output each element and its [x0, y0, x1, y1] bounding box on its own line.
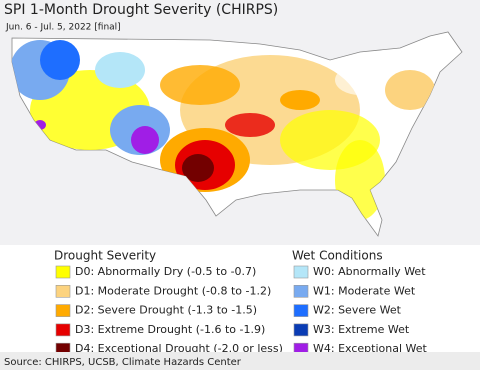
- map: [0, 0, 480, 245]
- legend-title: Drought Severity: [54, 249, 156, 263]
- legend-title: Wet Conditions: [292, 249, 383, 263]
- legend-label: W4: Exceptional Wet: [313, 342, 428, 355]
- legend-label: D2: Severe Drought (-1.3 to -1.5): [75, 304, 257, 317]
- legend-label: W1: Moderate Wet: [313, 284, 416, 297]
- legend-swatch: [293, 284, 309, 298]
- title: SPI 1-Month Drought Severity (CHIRPS): [4, 2, 278, 18]
- legend-swatch: [293, 323, 309, 337]
- legend-label: D4: Exceptional Drought (-2.0 or less): [75, 342, 283, 355]
- legend-label: W0: Abnormally Wet: [313, 265, 426, 278]
- legend-swatch: [55, 284, 71, 298]
- legend-swatch: [55, 265, 71, 279]
- drought-areas: [12, 40, 435, 220]
- legend-label: D3: Extreme Drought (-1.6 to -1.9): [75, 323, 265, 336]
- legend-label: W2: Severe Wet: [313, 304, 402, 317]
- legend-label: D1: Moderate Drought (-0.8 to -1.2): [75, 284, 271, 297]
- legend: D0: Abnormally Dry (-0.5 to -0.7) D1: Mod…: [55, 265, 428, 356]
- legend-background: [0, 245, 480, 351]
- legend-swatch: [293, 265, 309, 279]
- legend-label: W3: Extreme Wet: [313, 323, 410, 336]
- footer-background: [0, 352, 480, 370]
- legend-label: D0: Abnormally Dry (-0.5 to -0.7): [75, 265, 256, 278]
- subtitle: Jun. 6 - Jul. 5, 2022 [final]: [5, 23, 121, 33]
- legend-swatch: [55, 304, 71, 317]
- legend-swatch: [55, 323, 71, 337]
- legend-swatch: [293, 304, 309, 317]
- source: Source: CHIRPS, UCSB, Climate Hazards Ce…: [4, 357, 242, 368]
